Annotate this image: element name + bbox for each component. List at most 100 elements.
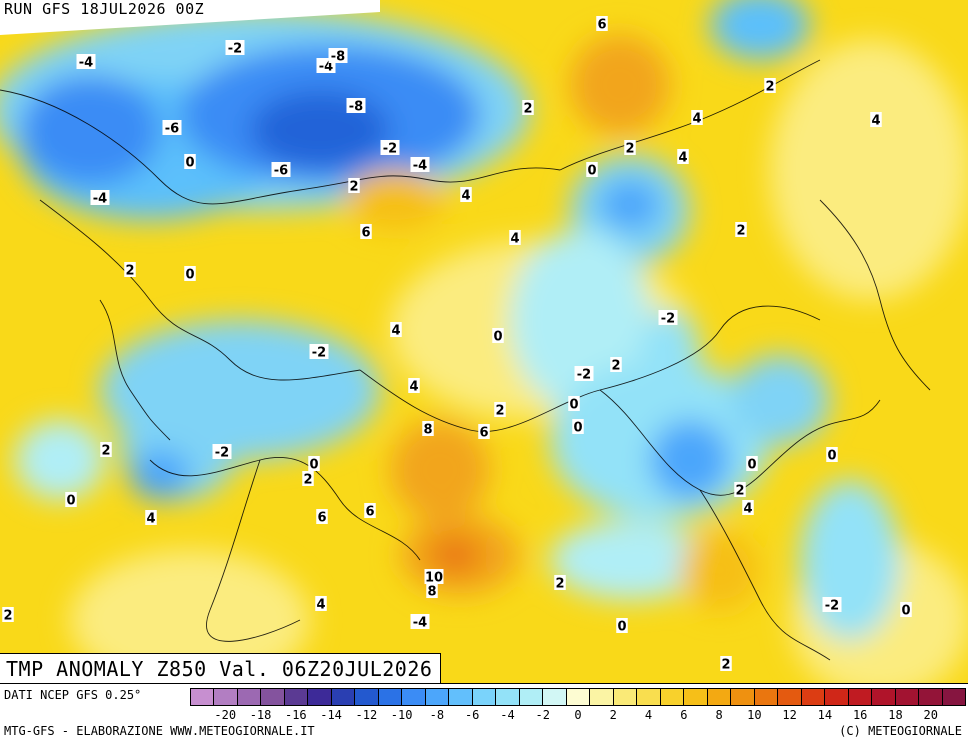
svg-text:0: 0 [185,268,194,283]
svg-text:-2: -2 [228,42,242,57]
contour-label: 0 [184,154,196,171]
svg-text:2: 2 [523,102,532,117]
svg-text:0: 0 [617,620,626,635]
colorbar-cell [637,689,661,705]
colorbar-tick-label: -20 [214,708,237,722]
svg-text:0: 0 [827,449,836,464]
contour-label: 2 [2,607,14,624]
colorbar-cell [284,689,309,705]
svg-text:-2: -2 [215,446,229,461]
svg-text:0: 0 [901,604,910,619]
svg-text:6: 6 [317,511,326,526]
contour-label: 0 [746,456,758,473]
contour-label: 6 [360,224,372,241]
contour-label: -6 [271,162,291,179]
contour-label: 0 [65,492,77,509]
svg-text:2: 2 [125,264,134,279]
svg-text:0: 0 [309,458,318,473]
contour-label: 2 [302,471,314,488]
svg-text:-2: -2 [661,312,675,327]
colorbar-cell [308,689,332,705]
colorbar-cell [214,689,238,705]
svg-text:8: 8 [423,423,432,438]
contour-label: 4 [870,112,882,129]
colorbar-tick-label: 2 [609,708,617,722]
colorbar-tick-label: 6 [680,708,688,722]
contour-label: 8 [426,583,438,600]
colorbar-tick-label: -8 [429,708,445,722]
colorbar-tick-label: 12 [782,708,797,722]
colorbar-cell [590,689,614,705]
svg-text:4: 4 [409,380,418,395]
svg-text:2: 2 [349,180,358,195]
colorbar-tick-label: 10 [747,708,762,722]
svg-text:-2: -2 [825,599,839,614]
contour-label: 6 [364,503,376,520]
colorbar-cell [731,689,755,705]
contour-label: 2 [124,262,136,279]
svg-text:-4: -4 [79,56,93,71]
contour-label: 2 [100,442,112,459]
svg-text:2: 2 [3,609,12,624]
contour-label: 0 [308,456,320,473]
colorbar-tick-label: 4 [644,708,653,722]
colorbar-tick-label: 18 [888,708,903,722]
svg-text:-2: -2 [383,142,397,157]
colorbar-tick-label: -12 [355,708,378,722]
credit-text: MTG-GFS - ELABORAZIONE WWW.METEOGIORNALE… [4,724,315,738]
svg-text:2: 2 [721,658,730,673]
contour-label: 0 [568,396,580,413]
colorbar-cell [543,689,567,705]
svg-text:-6: -6 [165,122,179,137]
contour-label: 0 [900,602,912,619]
colorbar-tick-label: -18 [249,708,272,722]
contour-label: -2 [309,344,329,361]
colorbar-tick-label: -4 [500,708,515,722]
contour-label: 2 [720,656,732,673]
svg-text:0: 0 [569,398,578,413]
svg-text:10: 10 [425,571,443,586]
contour-label: -2 [822,597,842,614]
contour-label: -2 [658,310,678,327]
contour-label: 2 [624,140,636,157]
colorbar-cell [684,689,708,705]
run-title: RUN GFS 18JUL2026 00Z [4,0,205,18]
svg-text:2: 2 [736,224,745,239]
svg-text:-4: -4 [93,192,107,207]
colorbar-cell [331,689,356,705]
colorbar-tick-label: -16 [284,708,307,722]
svg-text:0: 0 [747,458,756,473]
svg-text:4: 4 [743,502,752,517]
colorbar-cell [355,689,379,705]
svg-text:2: 2 [303,473,312,488]
svg-text:-2: -2 [577,368,591,383]
contour-label: 2 [554,575,566,592]
colorbar-cell [191,689,215,705]
colorbar-cell [919,689,943,705]
contour-label: 2 [734,482,746,499]
anomaly-fields [0,0,968,700]
svg-text:0: 0 [493,330,502,345]
map-canvas: -4-2-6-4-8-2-6-8-40-426624240-2402420-2-… [0,0,968,700]
colorbar-cell [425,689,450,705]
map-title-box [0,653,441,684]
svg-text:-4: -4 [413,616,427,631]
contour-label: 4 [742,500,754,517]
colorbar-tick-label: -6 [464,708,480,722]
contour-label: 4 [408,378,420,395]
colorbar-legend [190,688,966,706]
colorbar-cell [472,689,497,705]
contour-label: 2 [735,222,747,239]
copyright-text: (C) METEOGIORNALE [839,724,962,738]
svg-text:6: 6 [597,18,606,33]
contour-label: 4 [390,322,402,339]
svg-text:4: 4 [391,324,400,339]
svg-text:4: 4 [692,112,701,127]
map-title: TMP ANOMALY Z850 Val. 06Z20JUL2026 [6,657,433,681]
svg-text:2: 2 [625,142,634,157]
colorbar-cell [261,689,285,705]
contour-label: -8 [328,48,348,65]
svg-text:4: 4 [146,512,155,527]
svg-text:-8: -8 [331,50,345,65]
contour-label: 0 [572,419,584,436]
